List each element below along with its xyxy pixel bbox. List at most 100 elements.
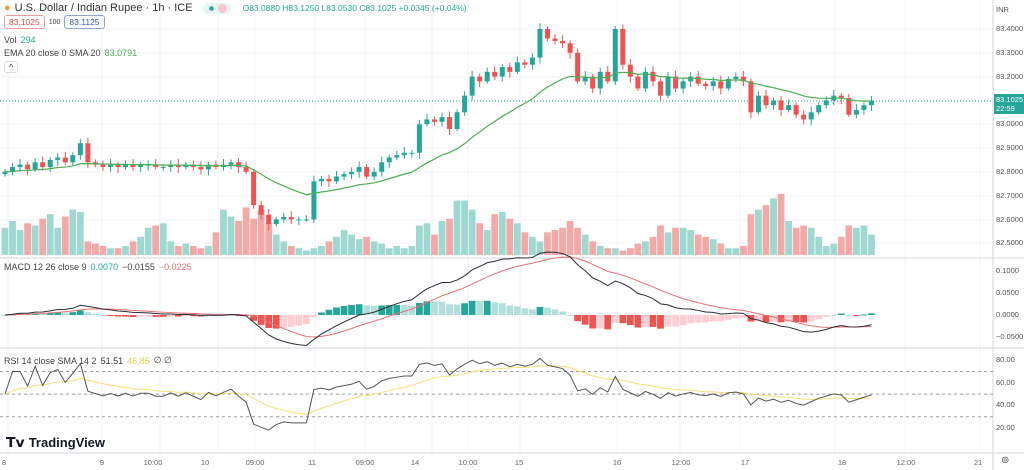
macd-histogram-bar <box>529 309 536 315</box>
macd-signal-value: −0.0225 <box>158 262 192 272</box>
candle-body <box>2 171 8 175</box>
candle-body <box>552 38 558 41</box>
macd-axis-label: 0.0000 <box>996 310 1019 319</box>
macd-histogram-bar <box>122 315 129 317</box>
price-label: 83.3000 <box>996 48 1024 57</box>
time-label: 09:00 <box>355 458 375 467</box>
macd-histogram-bar <box>340 305 348 315</box>
candle-body <box>522 62 528 65</box>
rsi-legend[interactable]: RSI 14 close SMA 14 2 51.51 46.85 ∅ ∅ <box>4 355 172 366</box>
candle-body <box>567 43 573 53</box>
volume-bar <box>536 241 544 255</box>
symbol-title[interactable]: U.S. Dollar / Indian Rupee · 1h · ICE <box>14 2 193 14</box>
volume-bar <box>657 225 664 255</box>
volume-bar <box>31 225 39 255</box>
candle-body <box>168 164 174 168</box>
time-label: 8 <box>1 458 7 467</box>
time-label: 12:00 <box>671 458 691 467</box>
candle-body <box>492 71 498 77</box>
collapse-legend-button[interactable]: ^ <box>4 61 19 73</box>
volume-bar <box>868 234 875 255</box>
volume-bar <box>755 209 762 255</box>
candle-body <box>650 71 656 82</box>
candle-body <box>424 119 430 125</box>
candle-body <box>861 105 867 110</box>
candle-body <box>703 83 709 87</box>
macd-histogram-bar <box>152 315 160 317</box>
volume-bar <box>604 248 612 255</box>
volume-legend[interactable]: Vol 294 <box>4 35 36 45</box>
macd-histogram-bar <box>438 301 446 315</box>
macd-histogram-bar <box>574 315 582 322</box>
candle-body <box>718 81 724 89</box>
settings-icon[interactable]: ⊚ <box>1001 455 1010 466</box>
volume-bar <box>84 241 92 255</box>
candle-body <box>786 105 792 110</box>
sell-price-button[interactable]: 83.1025 <box>4 15 45 29</box>
macd-signal-line <box>4 256 872 338</box>
candle-body <box>484 71 490 82</box>
currency-selector[interactable]: INR <box>996 5 1009 14</box>
candle-body <box>575 52 581 82</box>
candle-body <box>47 159 53 168</box>
volume-bar <box>634 243 642 255</box>
volume-bar <box>393 245 401 255</box>
volume-bar <box>114 248 122 255</box>
candle-body <box>85 143 91 163</box>
volume-bar <box>182 243 190 255</box>
macd-histogram-bar <box>724 315 732 320</box>
candle-body <box>620 29 626 65</box>
volume-bar <box>46 214 54 255</box>
candle-body <box>123 164 129 168</box>
volume-bar <box>739 245 747 255</box>
macd-histogram-bar <box>679 315 687 326</box>
macd-histogram-bar <box>845 314 853 316</box>
macd-histogram-bar <box>649 315 657 327</box>
candle-body <box>311 181 317 220</box>
macd-histogram-bar <box>310 315 318 318</box>
volume-bar <box>152 225 160 255</box>
volume-bar <box>438 221 446 255</box>
buy-price-button[interactable]: 83.1125 <box>64 15 105 29</box>
macd-legend[interactable]: MACD 12 26 close 9 0.0070 −0.0155 −0.0225 <box>4 262 192 272</box>
volume-bar <box>476 223 484 255</box>
candle-body <box>537 29 543 58</box>
logo-text: TradingView <box>28 435 106 450</box>
candle-body <box>771 100 777 106</box>
macd-histogram-bar <box>235 315 242 316</box>
candle-body <box>725 78 731 89</box>
macd-histogram-bar <box>84 312 92 315</box>
volume-bar <box>679 227 687 255</box>
macd-histogram-bar <box>250 315 258 321</box>
macd-histogram-bar <box>287 315 295 327</box>
candle-body <box>627 64 633 77</box>
price-label: 82.9000 <box>996 143 1024 152</box>
volume-bar <box>340 230 348 255</box>
candle-body <box>514 62 520 72</box>
volume-bar <box>649 236 657 255</box>
volume-bar <box>250 218 258 255</box>
macd-histogram-bar <box>807 315 815 322</box>
candle-body <box>175 164 181 168</box>
price-label: 82.8000 <box>996 167 1024 176</box>
candle-body <box>710 81 716 87</box>
macd-histogram-bar <box>1 315 9 316</box>
volume-bar <box>287 245 295 255</box>
macd-histogram-bar <box>822 315 830 318</box>
volume-bar <box>189 245 197 255</box>
volume-bar <box>672 227 679 255</box>
ema-legend[interactable]: EMA 20 close 0 SMA 20 83.0791 <box>4 48 137 58</box>
tradingview-logo[interactable]: 𝗧𝘃 TradingView <box>6 434 105 451</box>
candle-body <box>341 174 347 177</box>
rsi-axis-label: 60.00 <box>996 378 1015 387</box>
volume-bar <box>144 227 152 255</box>
market-status[interactable] <box>202 2 231 14</box>
macd-histogram-bar <box>370 305 378 315</box>
volume-bar <box>468 209 476 255</box>
macd-axis-label: −0.0500 <box>996 332 1024 341</box>
rsi-axis-label: 20.00 <box>996 423 1015 432</box>
volume-bar <box>54 227 62 255</box>
volume-bar <box>107 248 114 255</box>
candle-body <box>326 178 332 182</box>
